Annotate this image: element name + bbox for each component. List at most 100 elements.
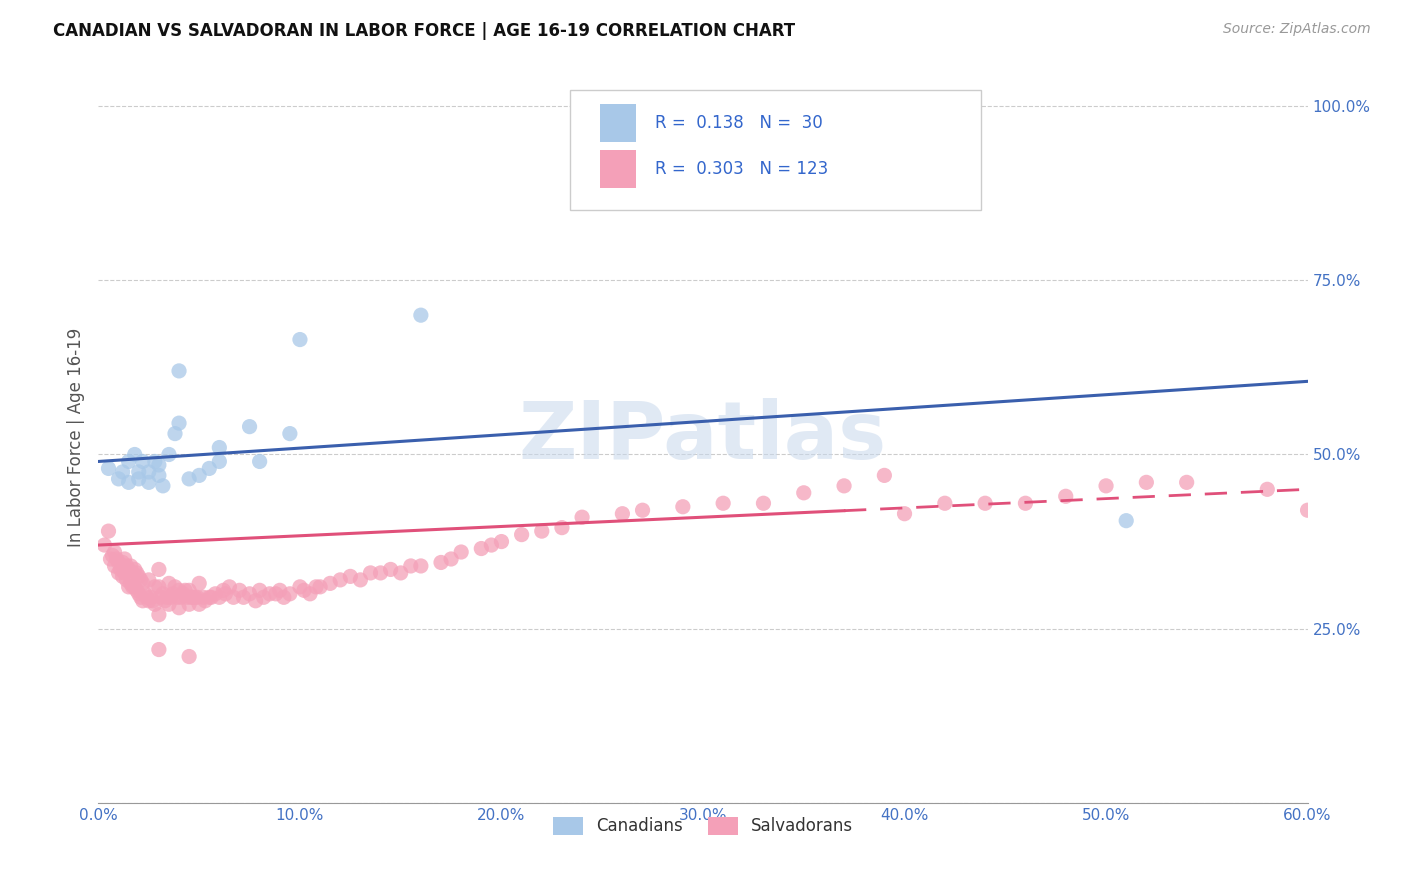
Point xyxy=(179,472,201,486)
Point xyxy=(450,545,472,559)
Point xyxy=(430,556,453,570)
Point xyxy=(107,472,129,486)
Point xyxy=(129,591,152,605)
Point xyxy=(278,587,301,601)
Point xyxy=(612,507,634,521)
Point xyxy=(319,576,342,591)
Point xyxy=(208,591,231,605)
Point xyxy=(139,591,162,605)
Point xyxy=(101,549,124,563)
Point xyxy=(166,591,188,605)
Point xyxy=(162,587,184,601)
Y-axis label: In Labor Force | Age 16-19: In Labor Force | Age 16-19 xyxy=(66,327,84,547)
Point xyxy=(491,534,513,549)
Point xyxy=(208,454,231,468)
Point xyxy=(259,587,281,601)
Point xyxy=(389,566,412,580)
Point xyxy=(148,562,170,576)
Point xyxy=(153,594,176,608)
Point xyxy=(100,552,122,566)
Point xyxy=(1296,503,1319,517)
Point xyxy=(128,569,150,583)
Point xyxy=(188,468,211,483)
Point xyxy=(181,591,204,605)
Point xyxy=(360,566,382,580)
Point xyxy=(179,597,201,611)
Point xyxy=(1135,475,1157,490)
Point xyxy=(194,594,217,608)
Point xyxy=(873,468,896,483)
Point xyxy=(198,591,221,605)
Point xyxy=(125,566,148,580)
Point xyxy=(115,573,138,587)
Point xyxy=(184,591,207,605)
Point xyxy=(329,573,352,587)
Point xyxy=(103,558,125,573)
Point xyxy=(204,587,226,601)
Point xyxy=(118,562,141,576)
Point xyxy=(249,583,271,598)
FancyBboxPatch shape xyxy=(569,90,981,211)
Point xyxy=(188,597,211,611)
Point xyxy=(180,591,202,605)
Point xyxy=(152,587,174,601)
Point xyxy=(214,587,236,601)
Point xyxy=(193,591,215,605)
Point xyxy=(128,472,150,486)
Point xyxy=(128,587,150,601)
Point xyxy=(143,597,166,611)
Point xyxy=(198,461,221,475)
Point xyxy=(135,591,157,605)
Point xyxy=(103,545,125,559)
Point xyxy=(105,552,128,566)
Point xyxy=(212,583,235,598)
Point xyxy=(380,562,402,576)
Point xyxy=(239,419,262,434)
Point xyxy=(118,580,141,594)
Point xyxy=(399,558,422,573)
Point xyxy=(292,583,315,598)
Point xyxy=(288,333,311,347)
Point xyxy=(481,538,503,552)
Point xyxy=(148,580,170,594)
Point xyxy=(138,594,160,608)
Point xyxy=(253,591,276,605)
Point xyxy=(132,454,155,468)
Point xyxy=(124,580,146,594)
FancyBboxPatch shape xyxy=(600,150,637,187)
Point xyxy=(793,485,815,500)
Point xyxy=(120,576,142,591)
Point xyxy=(129,573,152,587)
Point xyxy=(152,479,174,493)
Point xyxy=(288,580,311,594)
Point xyxy=(172,587,194,601)
Point xyxy=(530,524,553,538)
Point xyxy=(305,580,328,594)
Point xyxy=(208,441,231,455)
Point xyxy=(118,454,141,468)
Point xyxy=(97,524,120,538)
Point xyxy=(163,580,186,594)
Point xyxy=(111,556,134,570)
Point xyxy=(470,541,492,556)
Point xyxy=(1054,489,1077,503)
Point xyxy=(160,591,183,605)
Point xyxy=(1256,483,1278,497)
Point xyxy=(299,587,322,601)
Point xyxy=(571,510,593,524)
Point xyxy=(149,591,172,605)
Point xyxy=(138,573,160,587)
Point xyxy=(186,591,208,605)
Point xyxy=(124,448,146,462)
Point xyxy=(107,566,129,580)
Text: R =  0.138   N =  30: R = 0.138 N = 30 xyxy=(655,114,823,132)
Point xyxy=(143,454,166,468)
Point xyxy=(273,591,295,605)
Point xyxy=(170,591,193,605)
Point xyxy=(409,308,432,322)
Point xyxy=(143,580,166,594)
Point xyxy=(349,573,371,587)
Point xyxy=(174,583,197,598)
Point xyxy=(222,591,245,605)
Point xyxy=(114,566,136,580)
